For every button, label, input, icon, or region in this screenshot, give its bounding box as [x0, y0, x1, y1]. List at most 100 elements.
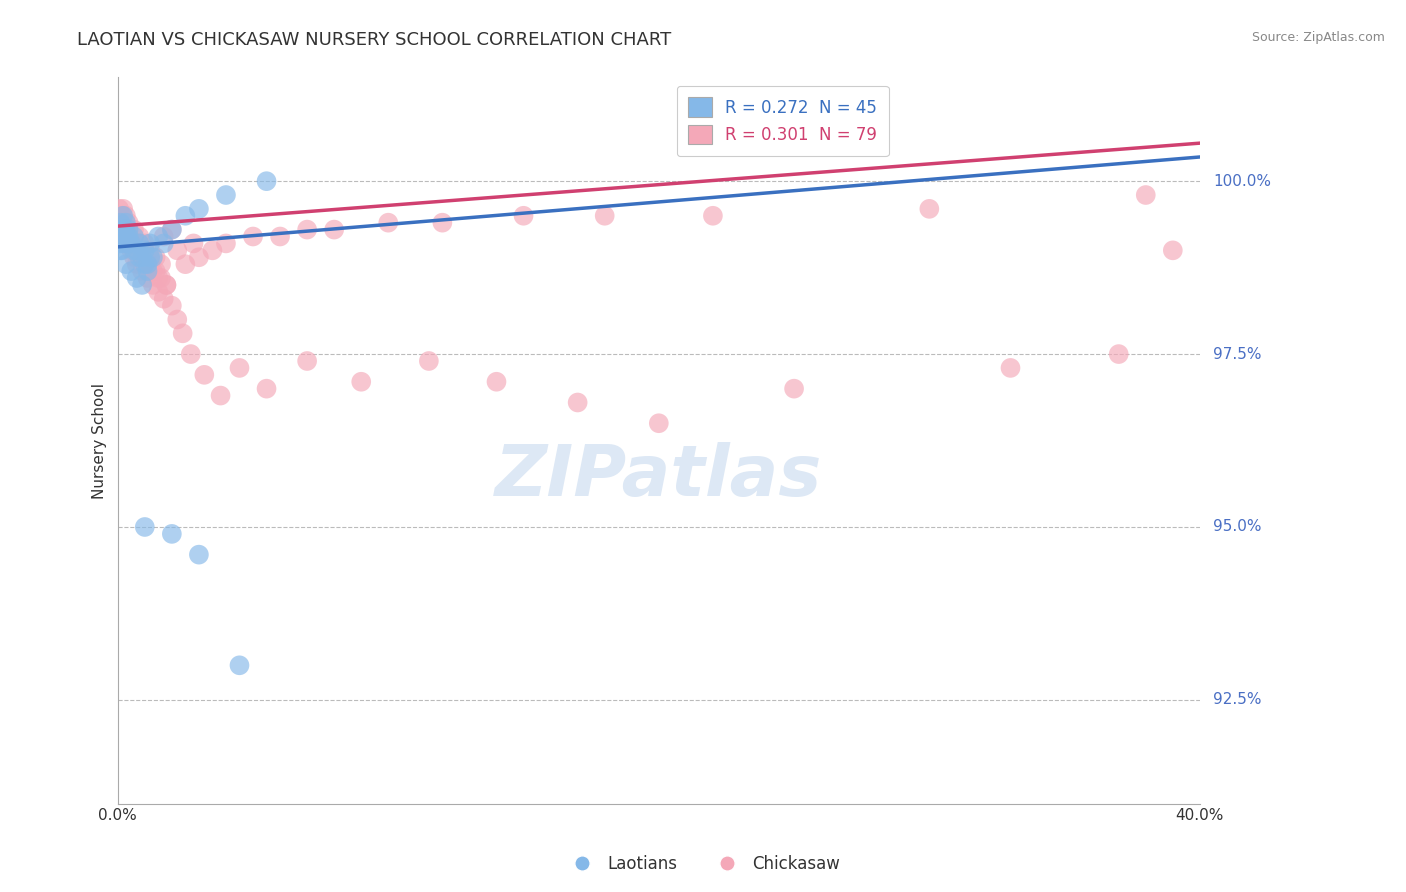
Point	[155, 277, 177, 292]
Point	[108, 222, 131, 236]
Point	[114, 222, 136, 236]
Point	[139, 236, 162, 251]
Point	[142, 250, 165, 264]
Point	[418, 354, 440, 368]
Point	[215, 188, 238, 202]
Point	[128, 229, 150, 244]
Point	[112, 202, 135, 216]
Point	[136, 264, 159, 278]
Point	[110, 244, 132, 258]
Point	[150, 257, 173, 271]
Point	[432, 216, 454, 230]
Point	[187, 202, 209, 216]
Point	[1000, 360, 1022, 375]
Point	[174, 209, 197, 223]
Point	[131, 277, 153, 292]
Point	[160, 299, 183, 313]
Point	[110, 209, 132, 223]
Point	[166, 244, 188, 258]
Point	[120, 264, 142, 278]
Point	[111, 216, 134, 230]
Text: 100.0%: 100.0%	[1213, 174, 1271, 189]
Point	[215, 236, 238, 251]
Point	[139, 244, 162, 258]
Point	[117, 229, 139, 244]
Point	[160, 527, 183, 541]
Point	[134, 244, 156, 258]
Point	[172, 326, 194, 341]
Point	[131, 264, 153, 278]
Point	[1161, 244, 1184, 258]
Point	[115, 229, 138, 244]
Point	[125, 244, 148, 258]
Point	[152, 236, 174, 251]
Point	[155, 277, 177, 292]
Text: 92.5%: 92.5%	[1213, 692, 1263, 707]
Point	[134, 250, 156, 264]
Point	[122, 222, 145, 236]
Point	[295, 354, 318, 368]
Point	[174, 257, 197, 271]
Point	[110, 229, 132, 244]
Point	[114, 222, 136, 236]
Point	[115, 236, 138, 251]
Text: Source: ZipAtlas.com: Source: ZipAtlas.com	[1251, 31, 1385, 45]
Point	[139, 257, 162, 271]
Legend: Laotians, Chickasaw: Laotians, Chickasaw	[560, 848, 846, 880]
Point	[350, 375, 373, 389]
Point	[121, 236, 143, 251]
Point	[152, 229, 174, 244]
Point	[128, 236, 150, 251]
Point	[122, 229, 145, 244]
Point	[125, 271, 148, 285]
Point	[115, 216, 138, 230]
Point	[136, 271, 159, 285]
Point	[295, 222, 318, 236]
Point	[1108, 347, 1130, 361]
Point	[187, 250, 209, 264]
Point	[269, 229, 291, 244]
Text: 95.0%: 95.0%	[1213, 519, 1263, 534]
Point	[228, 658, 250, 673]
Point	[136, 257, 159, 271]
Point	[187, 548, 209, 562]
Point	[256, 382, 278, 396]
Point	[183, 236, 205, 251]
Point	[125, 244, 148, 258]
Point	[117, 216, 139, 230]
Point	[117, 229, 139, 244]
Point	[112, 222, 135, 236]
Point	[593, 209, 616, 223]
Point	[134, 520, 156, 534]
Point	[112, 209, 135, 223]
Point	[180, 347, 202, 361]
Point	[115, 229, 138, 244]
Text: 97.5%: 97.5%	[1213, 347, 1263, 361]
Point	[648, 416, 671, 430]
Point	[139, 250, 162, 264]
Legend: R = 0.272  N = 45, R = 0.301  N = 79: R = 0.272 N = 45, R = 0.301 N = 79	[676, 86, 889, 156]
Point	[111, 229, 134, 244]
Point	[122, 250, 145, 264]
Point	[120, 244, 142, 258]
Point	[323, 222, 346, 236]
Point	[117, 222, 139, 236]
Point	[115, 236, 138, 251]
Point	[128, 250, 150, 264]
Point	[134, 236, 156, 251]
Point	[377, 216, 399, 230]
Point	[111, 244, 134, 258]
Point	[256, 174, 278, 188]
Point	[115, 222, 138, 236]
Point	[567, 395, 589, 409]
Point	[120, 236, 142, 251]
Point	[150, 271, 173, 285]
Point	[702, 209, 724, 223]
Point	[1135, 188, 1157, 202]
Point	[115, 257, 138, 271]
Point	[918, 202, 941, 216]
Point	[110, 216, 132, 230]
Point	[145, 250, 167, 264]
Point	[128, 236, 150, 251]
Point	[136, 257, 159, 271]
